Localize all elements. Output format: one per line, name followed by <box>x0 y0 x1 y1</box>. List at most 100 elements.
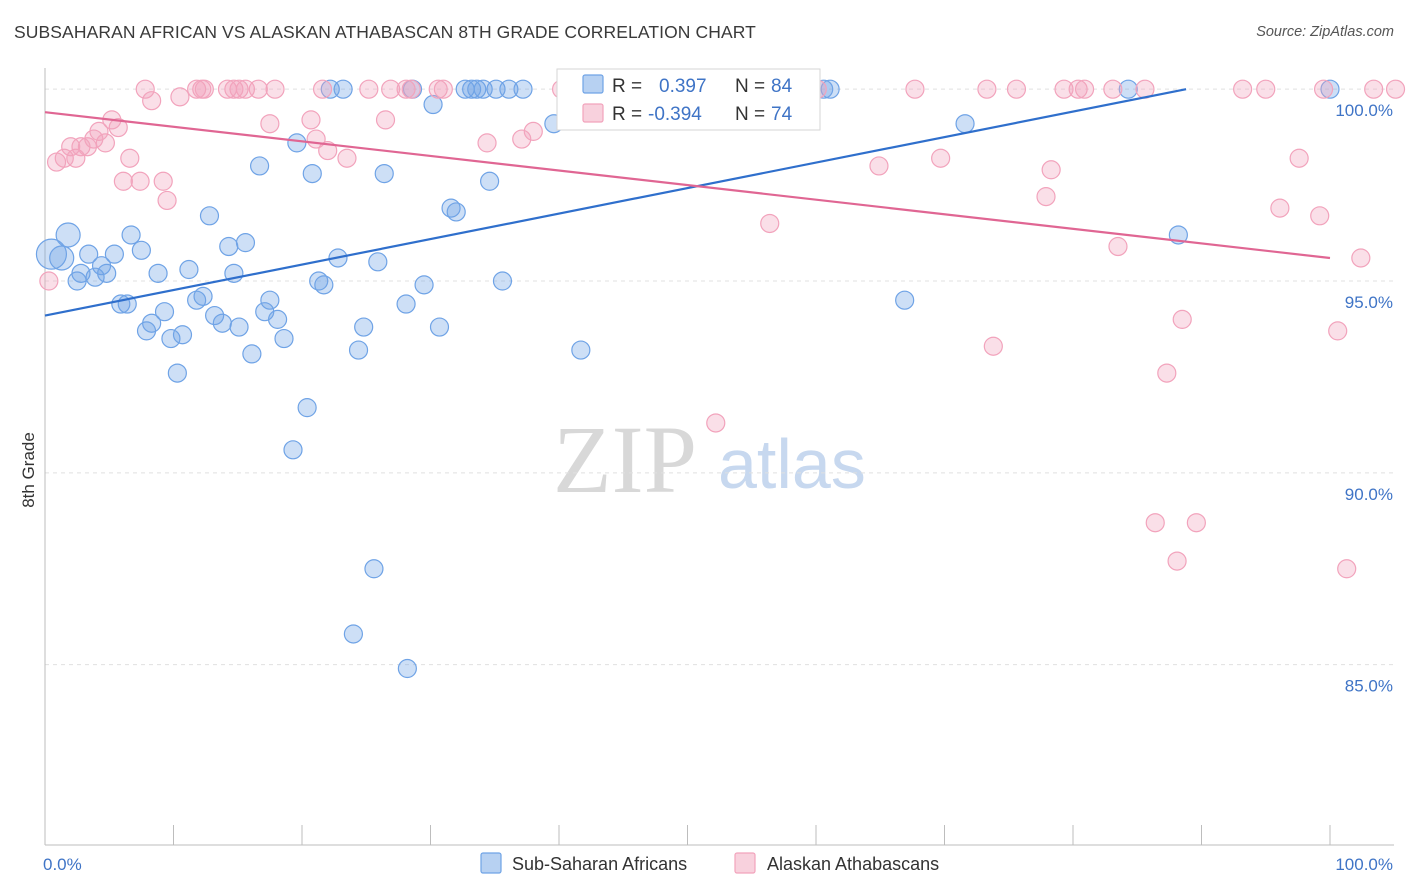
axes: 0.0% 100.0% <box>43 68 1394 874</box>
point-sub-saharan <box>235 233 256 253</box>
point-athabascan <box>1385 79 1406 99</box>
point-athabascan <box>153 171 173 191</box>
point-athabascan <box>1068 79 1088 99</box>
point-athabascan <box>1074 79 1095 99</box>
point-athabascan <box>170 87 190 107</box>
point-athabascan <box>95 133 115 153</box>
point-sub-saharan <box>242 344 262 364</box>
point-sub-saharan <box>446 202 466 222</box>
point-sub-saharan <box>343 624 363 644</box>
point-sub-saharan <box>104 244 124 264</box>
point-sub-saharan <box>260 290 280 310</box>
point-athabascan <box>54 148 74 168</box>
point-athabascan <box>1054 79 1074 99</box>
y-tick-label: 100.0% <box>1335 101 1393 120</box>
point-sub-saharan <box>333 79 353 99</box>
point-sub-saharan <box>161 328 181 349</box>
point-sub-saharan <box>249 156 270 176</box>
grid-lines: 85.0% 90.0% 95.0% 100.0% <box>45 88 1394 696</box>
stats-n-label-2: N = <box>735 104 765 125</box>
x-tick-label-min: 0.0% <box>43 855 82 874</box>
point-athabascan <box>108 117 128 138</box>
point-sub-saharan <box>414 275 434 295</box>
point-sub-saharan <box>283 440 303 460</box>
point-sub-saharan <box>354 317 374 337</box>
point-athabascan <box>375 110 396 130</box>
point-athabascan <box>1364 79 1384 99</box>
point-sub-saharan <box>287 133 307 153</box>
point-sub-saharan <box>71 263 91 283</box>
series-sub-saharan-points <box>35 79 1340 679</box>
point-athabascan <box>1041 160 1061 180</box>
point-athabascan <box>433 79 453 99</box>
point-sub-saharan <box>193 286 213 306</box>
point-sub-saharan <box>364 559 384 579</box>
point-athabascan <box>381 79 401 99</box>
point-athabascan <box>523 121 543 141</box>
point-athabascan <box>1108 236 1128 257</box>
point-sub-saharan <box>396 294 416 314</box>
point-athabascan <box>1328 321 1348 341</box>
point-sub-saharan <box>895 290 915 310</box>
point-sub-saharan <box>229 317 249 337</box>
point-sub-saharan <box>955 114 975 134</box>
trend-lines <box>44 88 1331 317</box>
point-sub-saharan <box>314 275 334 295</box>
point-athabascan <box>1270 198 1290 218</box>
point-sub-saharan <box>49 245 75 271</box>
point-athabascan <box>1289 148 1309 168</box>
point-athabascan <box>1167 551 1187 571</box>
point-sub-saharan <box>302 163 322 184</box>
y-tick-label: 95.0% <box>1345 293 1393 312</box>
point-sub-saharan <box>297 398 317 418</box>
point-sub-saharan <box>85 267 105 287</box>
point-athabascan <box>113 171 133 191</box>
point-sub-saharan <box>309 271 329 291</box>
point-athabascan <box>706 413 726 433</box>
point-athabascan <box>130 171 150 191</box>
point-athabascan <box>359 79 379 99</box>
point-athabascan <box>301 110 321 130</box>
trend-line-athabascan <box>44 111 1331 260</box>
stats-n-label-1: N = <box>735 76 765 97</box>
point-athabascan <box>1006 79 1027 99</box>
point-athabascan <box>512 129 532 149</box>
point-athabascan <box>931 148 951 168</box>
point-sub-saharan <box>154 302 175 322</box>
legend-swatch-pink <box>734 852 756 874</box>
stats-n-value-1: 84 <box>771 76 793 97</box>
point-sub-saharan <box>423 94 443 115</box>
series-legend: Sub-Saharan Africans Alaskan Athabascans <box>480 852 939 874</box>
stats-legend-swatch-blue <box>582 74 604 94</box>
point-sub-saharan <box>199 206 220 226</box>
point-sub-saharan <box>1320 79 1340 99</box>
point-sub-saharan <box>179 259 199 280</box>
point-athabascan <box>312 79 333 99</box>
watermark-atlas: atlas <box>718 425 866 503</box>
chart-title: SUBSAHARAN AFRICAN VS ALASKAN ATHABASCAN… <box>14 22 756 42</box>
point-athabascan <box>318 140 338 161</box>
point-sub-saharan <box>467 79 487 99</box>
point-sub-saharan <box>480 171 500 191</box>
watermark-zip: ZIP <box>553 406 697 513</box>
point-athabascan <box>77 137 98 157</box>
point-sub-saharan <box>267 309 288 329</box>
point-sub-saharan <box>513 79 533 99</box>
point-sub-saharan <box>1118 79 1138 99</box>
y-tick-label: 90.0% <box>1345 485 1393 504</box>
point-sub-saharan <box>219 236 239 257</box>
point-athabascan <box>1157 363 1177 383</box>
point-sub-saharan <box>462 79 482 99</box>
point-athabascan <box>1145 513 1165 533</box>
point-sub-saharan <box>212 313 232 333</box>
point-athabascan <box>187 79 207 99</box>
point-athabascan <box>66 148 86 168</box>
point-sub-saharan <box>172 325 193 345</box>
x-tick-label-max: 100.0% <box>1335 855 1393 874</box>
point-sub-saharan <box>429 317 450 337</box>
point-athabascan <box>1313 79 1334 99</box>
point-sub-saharan <box>374 163 394 184</box>
point-athabascan <box>229 79 249 99</box>
point-sub-saharan <box>142 313 162 333</box>
